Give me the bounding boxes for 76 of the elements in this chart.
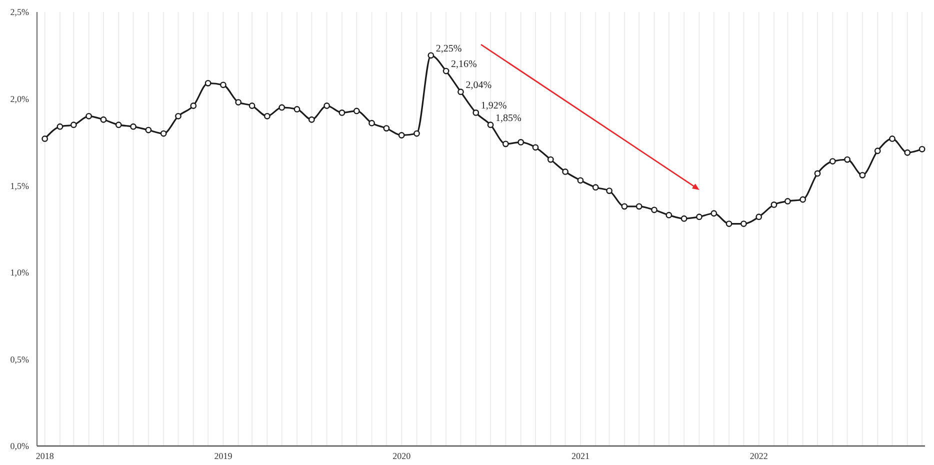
x-tick-label: 2018 (36, 451, 54, 461)
point (844, 156, 850, 163)
point (784, 198, 791, 204)
data-label: 2,16% (451, 59, 477, 70)
y-tick-label: 1,5% (10, 180, 30, 191)
point (874, 148, 881, 154)
x-tick-label: 2022 (750, 451, 768, 461)
point (160, 130, 167, 137)
y-tick-label: 1,0% (10, 268, 30, 278)
point (338, 109, 346, 116)
point (442, 68, 450, 74)
point (487, 122, 494, 128)
point (145, 126, 152, 134)
point (829, 158, 836, 164)
point (264, 112, 270, 120)
point (398, 132, 405, 138)
point (414, 130, 420, 137)
point (666, 212, 672, 218)
point (518, 139, 524, 146)
point (428, 52, 434, 59)
point (859, 172, 866, 178)
point (710, 210, 718, 217)
y-tick-label: 2,5% (10, 7, 30, 18)
point (42, 136, 48, 142)
point (294, 106, 300, 112)
point (115, 122, 122, 128)
point (502, 140, 509, 148)
y-tick-label: 2,0% (10, 94, 30, 104)
point (547, 156, 554, 163)
data-label: 1,92% (480, 100, 507, 112)
x-tick-label: 2019 (214, 451, 233, 461)
point (458, 88, 464, 96)
point (577, 177, 584, 184)
point (472, 109, 480, 116)
point (889, 136, 896, 142)
point (70, 122, 77, 128)
y-tick-label: 0,5% (10, 354, 30, 364)
point (130, 123, 136, 130)
point (636, 203, 642, 210)
point (770, 201, 778, 208)
y-tick-label: 0,0% (10, 441, 30, 452)
point (175, 112, 182, 120)
point (918, 146, 926, 152)
point (800, 196, 806, 203)
data-label: 2,04% (466, 80, 492, 91)
point (235, 99, 242, 106)
point (621, 203, 628, 210)
point (904, 149, 911, 156)
x-tick-label: 2020 (392, 451, 412, 461)
point (86, 112, 92, 120)
x-tick-label: 2021 (571, 451, 590, 461)
point (532, 144, 539, 151)
point (740, 220, 747, 227)
point (353, 108, 360, 114)
point (368, 120, 375, 126)
point (190, 102, 197, 109)
point (651, 206, 658, 214)
data-label: 2,25% (436, 43, 462, 54)
point (220, 82, 226, 88)
point (100, 116, 107, 123)
point (204, 80, 212, 86)
point (680, 215, 688, 222)
point (696, 214, 702, 220)
point (56, 123, 64, 130)
point (726, 220, 732, 227)
point (756, 214, 762, 220)
point (383, 125, 390, 132)
data-label: 1,85% (496, 112, 522, 124)
point (278, 104, 286, 111)
point (248, 102, 256, 109)
point (324, 102, 330, 109)
point (606, 188, 612, 194)
point (814, 170, 821, 177)
point (592, 184, 599, 191)
point (562, 168, 569, 175)
point (308, 116, 315, 123)
